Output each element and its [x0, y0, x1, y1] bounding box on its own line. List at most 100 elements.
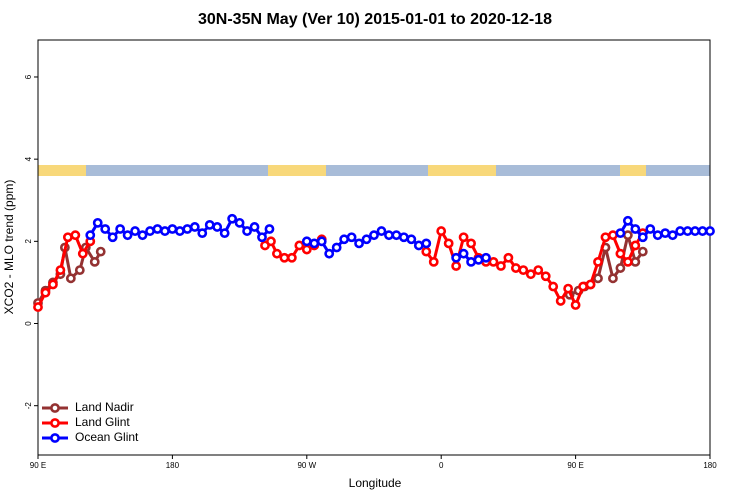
- data-point: [346, 232, 357, 243]
- data-point: [130, 226, 140, 236]
- data-point: [510, 263, 521, 273]
- ocean-strip: [38, 165, 710, 176]
- data-point: [548, 281, 559, 292]
- data-point: [391, 230, 402, 241]
- data-point: [555, 296, 566, 306]
- data-point: [257, 232, 267, 243]
- data-point: [89, 256, 100, 267]
- land-strip: [268, 165, 326, 176]
- data-point: [369, 230, 379, 241]
- data-point: [533, 265, 544, 275]
- data-point: [204, 220, 215, 230]
- land-strip: [620, 165, 646, 176]
- data-point: [428, 256, 439, 267]
- data-point: [622, 230, 633, 241]
- data-point: [682, 226, 693, 236]
- data-point: [189, 222, 200, 232]
- legend-label: Ocean Glint: [75, 430, 139, 444]
- data-point: [481, 252, 491, 263]
- data-point: [167, 224, 178, 234]
- data-point: [331, 242, 342, 253]
- data-point: [100, 224, 111, 234]
- data-point: [458, 232, 469, 243]
- data-point: [690, 226, 700, 236]
- x-tick-label: 90 W: [297, 461, 316, 470]
- data-point: [436, 226, 447, 236]
- data-point: [443, 238, 454, 249]
- data-point: [466, 256, 476, 267]
- data-point: [376, 226, 387, 236]
- y-tick-label: 0: [24, 321, 33, 326]
- data-point: [458, 248, 469, 259]
- y-axis-label: XCO2 - MLO trend (ppm): [2, 180, 16, 315]
- data-point: [622, 256, 633, 267]
- legend-label: Land Nadir: [75, 400, 134, 414]
- data-point: [212, 222, 223, 232]
- y-tick-label: 4: [24, 156, 33, 161]
- data-point: [145, 226, 155, 236]
- data-point: [421, 246, 432, 257]
- data-point: [451, 252, 462, 263]
- data-point: [219, 228, 230, 239]
- data-point: [266, 236, 276, 247]
- data-point: [264, 224, 275, 234]
- data-point: [637, 246, 648, 257]
- data-point: [92, 217, 103, 228]
- land-strip: [428, 165, 496, 176]
- data-point: [182, 224, 193, 234]
- data-point: [85, 230, 96, 241]
- data-point: [70, 230, 81, 241]
- data-point: [697, 226, 708, 236]
- data-point: [615, 248, 626, 259]
- data-point: [451, 261, 462, 271]
- data-point: [74, 265, 85, 275]
- data-point: [286, 252, 297, 263]
- data-point: [107, 232, 118, 243]
- data-point: [608, 230, 618, 241]
- data-point: [65, 273, 76, 284]
- data-point: [301, 236, 312, 247]
- legend-marker: [50, 403, 60, 413]
- data-point: [630, 224, 641, 234]
- y-tick-label: 2: [24, 239, 33, 244]
- data-point: [33, 302, 43, 312]
- data-point: [585, 279, 596, 290]
- x-tick-label: 90 E: [567, 461, 583, 470]
- data-point: [174, 226, 185, 236]
- data-point: [272, 248, 282, 259]
- data-point: [630, 240, 641, 251]
- data-point: [249, 222, 260, 232]
- legend-marker: [50, 418, 60, 428]
- data-point: [354, 238, 364, 249]
- data-point: [615, 228, 626, 239]
- data-point: [324, 248, 335, 259]
- data-point: [55, 265, 66, 275]
- data-point: [593, 273, 603, 284]
- data-point: [77, 248, 88, 259]
- data-point: [496, 261, 506, 271]
- data-point: [384, 230, 394, 241]
- data-point: [62, 232, 73, 243]
- data-point: [615, 263, 626, 273]
- data-point: [630, 256, 641, 267]
- x-tick-label: 180: [166, 461, 180, 470]
- data-point: [309, 238, 320, 249]
- data-point: [473, 254, 484, 265]
- data-point: [122, 230, 133, 241]
- y-tick-label: -2: [24, 402, 33, 410]
- data-point: [570, 300, 581, 310]
- data-point: [339, 234, 350, 245]
- land-strip: [38, 165, 86, 176]
- data-point: [301, 244, 312, 255]
- data-point: [115, 224, 126, 234]
- data-point: [137, 230, 148, 241]
- data-point: [593, 256, 603, 267]
- data-point: [518, 265, 529, 275]
- data-point: [705, 226, 715, 236]
- data-point: [608, 273, 618, 284]
- x-tick-label: 90 E: [30, 461, 46, 470]
- data-point: [316, 236, 327, 247]
- plot-frame: [37, 39, 711, 456]
- legend-label: Land Glint: [75, 415, 130, 429]
- data-point: [160, 226, 170, 236]
